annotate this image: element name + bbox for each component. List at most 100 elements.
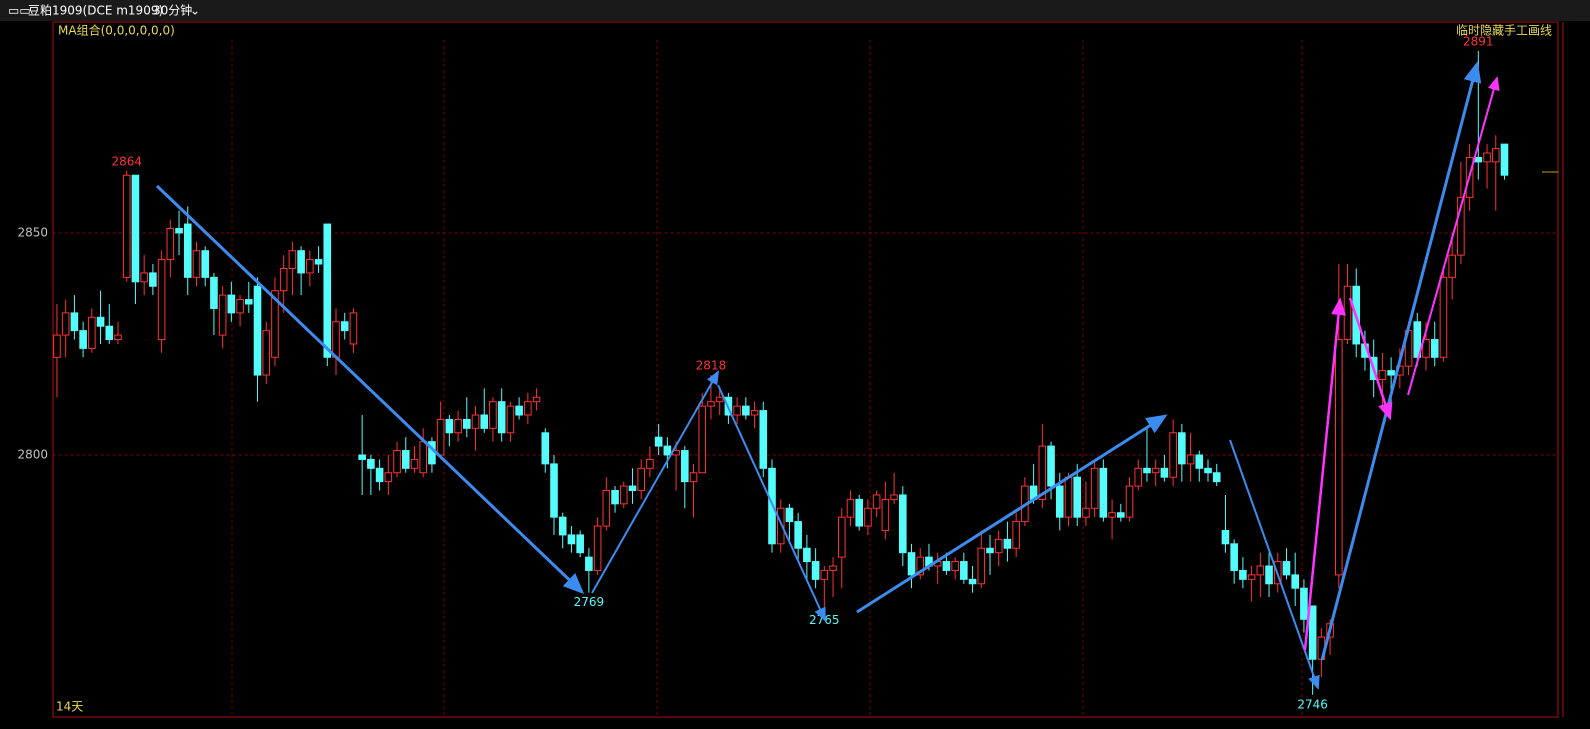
high-label: 2864 xyxy=(111,154,142,168)
contract-title[interactable]: 豆粕1909(DCE m1909) xyxy=(28,3,163,18)
candle-body xyxy=(628,485,637,492)
candle-body xyxy=(1047,445,1055,487)
candle-body xyxy=(803,547,811,563)
candle-body xyxy=(576,534,584,554)
candle-body xyxy=(1448,254,1456,278)
candle-body xyxy=(1221,529,1230,545)
candle-body xyxy=(1134,467,1143,487)
candle-body xyxy=(602,490,611,527)
candle-body xyxy=(776,507,785,545)
candle-body xyxy=(663,445,672,456)
low-label: 2769 xyxy=(574,595,605,609)
candle-body xyxy=(367,458,375,469)
candle-body xyxy=(1125,485,1134,518)
candle-body xyxy=(742,405,750,416)
candle-body xyxy=(497,401,506,434)
candle-body xyxy=(532,396,541,403)
candle-body xyxy=(1343,285,1352,341)
candle-body xyxy=(942,561,951,571)
candle-body xyxy=(436,418,445,456)
candle-body xyxy=(1064,476,1073,518)
plot-frame xyxy=(52,21,1559,718)
candle-body xyxy=(1413,321,1422,358)
candle-body xyxy=(1160,467,1169,478)
candle-body xyxy=(1483,152,1491,163)
span-label: 14天 xyxy=(56,700,83,714)
candle-body xyxy=(994,538,1003,554)
candle-body xyxy=(986,547,994,554)
candle-body xyxy=(1169,432,1177,478)
low-label: 2746 xyxy=(1297,697,1328,711)
candle-body xyxy=(1300,587,1308,620)
candle-body xyxy=(349,312,358,345)
hide-drawings-toggle[interactable]: 临时隐藏手工画线 xyxy=(1456,24,1552,38)
candle-body xyxy=(471,414,480,429)
candle-body xyxy=(445,418,454,434)
candle-body xyxy=(463,418,471,429)
candle-body xyxy=(646,458,654,469)
candle-body xyxy=(1491,148,1500,163)
candle-body xyxy=(1186,454,1195,465)
candle-body xyxy=(820,569,829,580)
candle-body xyxy=(707,401,715,407)
candle-body xyxy=(558,516,567,536)
candle-body xyxy=(1195,454,1204,469)
candle-body xyxy=(872,494,881,509)
candle-body xyxy=(733,405,741,416)
candle-body xyxy=(358,454,366,460)
hand-drawn-lines xyxy=(155,61,1500,690)
candle-body xyxy=(175,228,183,234)
candle-body xyxy=(1099,467,1108,518)
candle-body xyxy=(960,561,968,580)
candle-body xyxy=(419,441,427,474)
candle-body xyxy=(585,556,593,571)
candle-body xyxy=(1204,467,1212,474)
candle-body xyxy=(183,223,192,278)
candle-body xyxy=(1038,445,1047,500)
candle-body xyxy=(1265,565,1273,585)
period-selector[interactable]: 30分钟 xyxy=(153,3,192,18)
candle-body xyxy=(681,450,689,483)
candle-body xyxy=(140,272,148,283)
candle-body xyxy=(88,316,96,349)
candle-body xyxy=(332,321,340,358)
candle-body xyxy=(105,325,114,341)
candle-body xyxy=(1108,512,1116,518)
candle-body xyxy=(70,312,79,332)
candle-body xyxy=(977,547,986,585)
candle-body xyxy=(149,272,157,287)
candle-body xyxy=(218,294,227,336)
candle-body xyxy=(637,467,646,492)
candle-body xyxy=(306,259,314,274)
candle-body xyxy=(855,498,864,527)
candle-body xyxy=(768,467,776,545)
candle-body xyxy=(297,250,305,274)
candle-body xyxy=(340,321,349,332)
candle-body xyxy=(829,565,837,571)
candle-body xyxy=(157,259,166,341)
candle-body xyxy=(837,516,846,558)
candle-body xyxy=(785,507,794,523)
candle-body xyxy=(314,259,323,265)
candle-body xyxy=(131,174,140,283)
candle-body xyxy=(515,405,523,416)
menu-icon[interactable]: ▭▭ xyxy=(8,4,31,18)
candle-body xyxy=(1090,467,1099,509)
candle-body xyxy=(968,578,977,585)
vertical-grid xyxy=(231,40,1303,717)
candle-body xyxy=(1239,569,1247,580)
candle-body xyxy=(227,294,236,314)
candle-body xyxy=(489,401,497,429)
candle-body xyxy=(1500,143,1509,176)
candle-body xyxy=(759,410,768,469)
candle-body xyxy=(79,330,87,349)
candle-body xyxy=(506,405,515,434)
candle-body xyxy=(794,521,802,549)
candle-body xyxy=(1282,561,1291,576)
indicator-label[interactable]: MA组合(0,0,0,0,0,0) xyxy=(58,23,175,38)
period-caret[interactable]: ⌄ xyxy=(190,4,200,18)
candle-body xyxy=(1003,538,1012,549)
candle-body xyxy=(384,472,393,483)
candle-body xyxy=(201,250,209,278)
